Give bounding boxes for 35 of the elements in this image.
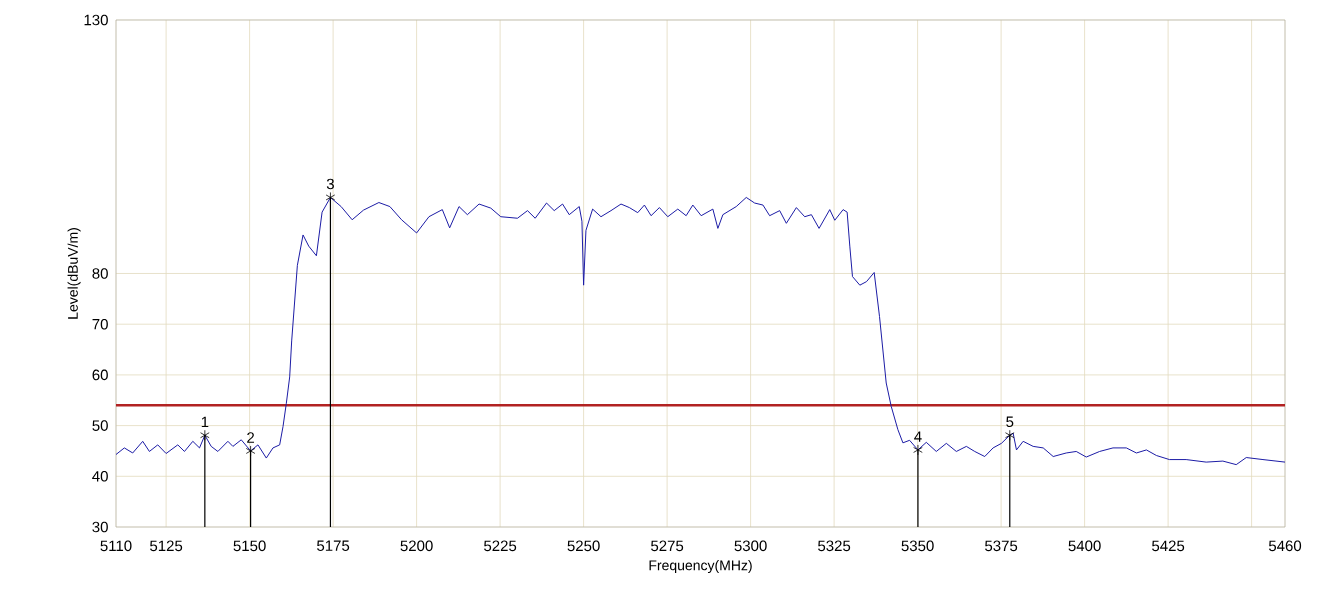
y-tick-label: 130 xyxy=(84,14,108,26)
annotation: 2 xyxy=(247,432,255,443)
x-tick-label: 5350 xyxy=(901,540,934,552)
point xyxy=(200,429,210,441)
annotation: 1 xyxy=(201,416,209,428)
annotation: 3 xyxy=(326,178,334,190)
point xyxy=(1005,429,1015,441)
point xyxy=(325,192,336,203)
x-tick-label: 5325 xyxy=(818,540,851,552)
point xyxy=(245,445,256,457)
x-tick-label: 5225 xyxy=(484,540,517,552)
x-tick-label: 5275 xyxy=(651,540,684,552)
x-axis-title: Frequency(MHz) xyxy=(649,559,752,574)
y-tick-label: 80 xyxy=(92,268,108,279)
point xyxy=(913,444,923,456)
x-tick-label: 5150 xyxy=(233,540,266,552)
annotation: 4 xyxy=(914,431,922,442)
y-tick-label: 70 xyxy=(92,318,108,330)
y-axis-title: Level(dBuV/m) xyxy=(67,228,81,319)
x-tick-label: 5300 xyxy=(734,540,767,552)
y-tick-label: 60 xyxy=(92,369,108,381)
y-tick-label: 40 xyxy=(92,470,108,482)
line-series xyxy=(116,196,1285,466)
x-tick-label: 5425 xyxy=(1152,540,1185,552)
x-tick-label: 5250 xyxy=(567,540,600,552)
x-tick-label: 5175 xyxy=(317,540,350,551)
x-tick-label: 5400 xyxy=(1068,540,1101,552)
y-tick-label: 50 xyxy=(92,420,108,431)
x-tick-label: 5110 xyxy=(100,540,132,552)
x-tick-label: 5460 xyxy=(1268,540,1302,552)
x-tick-label: 5200 xyxy=(400,540,433,552)
annotation: 5 xyxy=(1006,416,1014,428)
y-tick-label: 30 xyxy=(92,521,108,533)
x-tick-label: 5125 xyxy=(150,540,183,552)
x-tick-label: 5375 xyxy=(985,540,1018,552)
